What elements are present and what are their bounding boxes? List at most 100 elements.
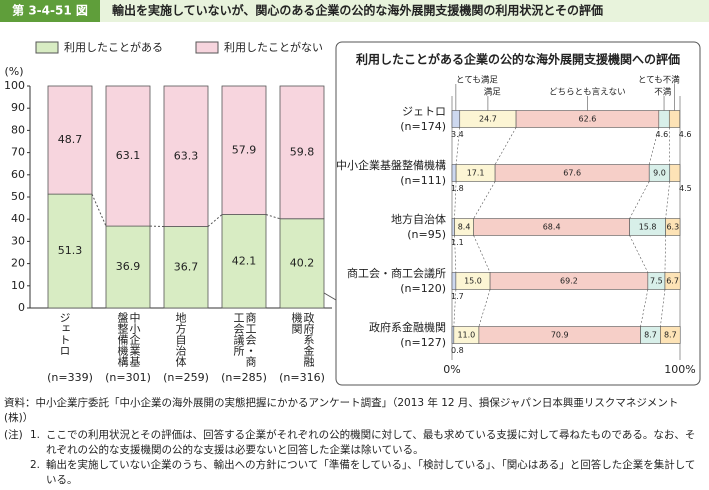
connector-dash bbox=[473, 181, 496, 219]
bar-segment bbox=[221, 214, 267, 309]
value-label: 57.9 bbox=[232, 143, 257, 156]
x-tick-label: ジェトロ bbox=[58, 312, 71, 356]
y-tick-label: ジェトロ bbox=[402, 105, 446, 118]
value-label: 15.0 bbox=[464, 277, 482, 286]
bar-segment bbox=[105, 85, 151, 227]
bar-segment bbox=[47, 193, 93, 309]
source-note: 資料：中小企業庁委託「中小企業の海外展開の実態把握にかかるアンケート調査」（20… bbox=[4, 397, 679, 424]
value-label: 4.5 bbox=[679, 184, 692, 193]
value-label: 70.9 bbox=[551, 331, 569, 340]
value-label: 1.7 bbox=[451, 292, 464, 301]
legend-swatch bbox=[35, 41, 59, 54]
bar-segment bbox=[47, 85, 93, 195]
value-label: 62.6 bbox=[579, 115, 597, 124]
n-label: (n=95) bbox=[407, 228, 446, 241]
n-label: (n=127) bbox=[400, 336, 446, 349]
value-label: 11.0 bbox=[457, 331, 475, 340]
value-label: 8.7 bbox=[644, 331, 657, 340]
note-number: 2. bbox=[30, 459, 41, 471]
bar-segment bbox=[451, 110, 461, 128]
value-label: 8.4 bbox=[458, 223, 471, 232]
bar-segment bbox=[279, 85, 325, 220]
value-label: 17.1 bbox=[467, 169, 485, 178]
y-tick-label: 政府系金融機関 bbox=[369, 320, 446, 334]
bar-segment bbox=[668, 110, 681, 128]
value-label: 69.2 bbox=[560, 277, 578, 286]
connector-dash bbox=[473, 235, 491, 273]
legend-label: とても不満 bbox=[638, 76, 680, 86]
value-label: 4.6 bbox=[656, 130, 669, 139]
bar-segment bbox=[660, 326, 681, 344]
value-label: 1.8 bbox=[451, 184, 464, 193]
value-label: 9.0 bbox=[653, 169, 666, 178]
bar-segment bbox=[664, 272, 681, 290]
n-label: (n=339) bbox=[47, 371, 93, 384]
x-tick-label: 100% bbox=[664, 363, 695, 376]
y-tick-label: 10 bbox=[11, 279, 25, 292]
value-label: 1.1 bbox=[451, 238, 464, 247]
header-bar bbox=[0, 0, 709, 22]
value-label: 63.1 bbox=[116, 149, 141, 162]
legend-label: 不満 bbox=[654, 88, 672, 98]
y-tick-label: 商工会・商工会議所 bbox=[347, 266, 446, 280]
connector-dash bbox=[265, 214, 281, 220]
value-label: 6.7 bbox=[666, 277, 679, 286]
value-label: 63.3 bbox=[174, 149, 199, 162]
unit-label: (%) bbox=[4, 65, 23, 78]
bar-segment bbox=[451, 164, 457, 182]
legend-label: 利用したことがない bbox=[224, 40, 323, 54]
connector-dash bbox=[660, 289, 666, 327]
value-label: 68.4 bbox=[543, 223, 561, 232]
y-tick-label: 20 bbox=[11, 257, 25, 270]
y-tick-label: 地方自治体 bbox=[391, 212, 446, 226]
value-label: 24.7 bbox=[479, 115, 497, 124]
connector-dash bbox=[207, 214, 223, 227]
header-label: 第 3-4-51 図 bbox=[12, 3, 88, 18]
y-tick-label: 0 bbox=[18, 301, 25, 314]
note-text: ここでの利用状況とその評価は、回答する企業がそれぞれの公的機関に対して、最も求め… bbox=[46, 429, 696, 456]
x-tick-label: 地方自治体 bbox=[174, 312, 187, 367]
connector-dash bbox=[648, 127, 660, 165]
y-tick-label: 90 bbox=[11, 101, 25, 114]
legend-swatch bbox=[195, 41, 219, 54]
y-tick-label: 60 bbox=[11, 168, 25, 181]
x-tick-label: 中小企業基盤整備機構 bbox=[116, 312, 141, 367]
bar-segment bbox=[451, 218, 455, 236]
right-panel bbox=[335, 41, 701, 386]
x-tick-label: 政府系金融機関 bbox=[290, 312, 315, 367]
value-label: 59.8 bbox=[290, 145, 315, 158]
value-label: 4.6 bbox=[679, 130, 692, 139]
n-label: (n=120) bbox=[400, 282, 446, 295]
legend-label: 利用したことがある bbox=[64, 40, 163, 54]
bar-segment bbox=[105, 225, 151, 309]
x-tick-label: 商工会・商工会議所 bbox=[232, 312, 257, 367]
connector-dash bbox=[629, 181, 650, 219]
connector-dash bbox=[640, 289, 649, 327]
connector-dash bbox=[91, 193, 107, 227]
value-label: 67.6 bbox=[563, 169, 581, 178]
value-label: 36.7 bbox=[174, 260, 199, 273]
bar-segment bbox=[665, 218, 681, 236]
legend-label: どちらとも言えない bbox=[549, 87, 626, 98]
connector-dash bbox=[664, 235, 666, 273]
n-label: (n=316) bbox=[279, 371, 325, 384]
y-tick-label: 70 bbox=[11, 146, 25, 159]
bar-segment bbox=[451, 272, 457, 290]
right-title: 利用したことがある企業の公的な海外展開支援機関への評価 bbox=[356, 52, 680, 67]
y-tick-label: 40 bbox=[11, 212, 25, 225]
value-label: 48.7 bbox=[58, 133, 83, 146]
connector-dash bbox=[665, 181, 671, 219]
value-label: 7.5 bbox=[650, 277, 663, 286]
y-tick-label: 80 bbox=[11, 123, 25, 136]
n-label: (n=301) bbox=[105, 371, 151, 384]
connector-dash bbox=[478, 289, 491, 327]
n-label: (n=174) bbox=[400, 120, 446, 133]
note-number: 1. bbox=[30, 429, 41, 441]
y-tick-label: 中小企業基盤整備機構 bbox=[336, 158, 446, 172]
bar-segment bbox=[669, 164, 681, 182]
value-label: 51.3 bbox=[58, 244, 83, 257]
value-label: 15.8 bbox=[639, 223, 657, 232]
value-label: 42.1 bbox=[232, 254, 257, 267]
